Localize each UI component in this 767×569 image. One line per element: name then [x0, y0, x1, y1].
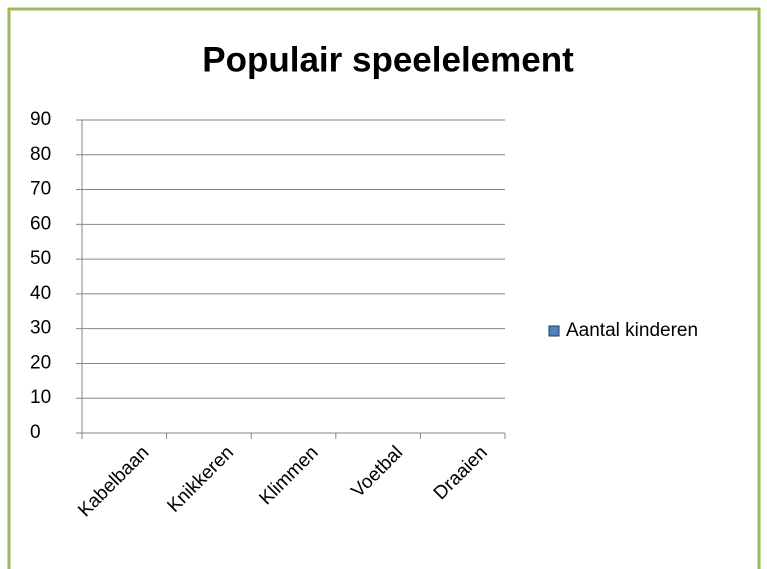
- y-tick-label: 50: [30, 248, 51, 269]
- y-tick-label: 0: [30, 422, 41, 443]
- chart-frame: [7, 7, 761, 569]
- y-tick-label: 30: [30, 318, 51, 339]
- chart-title: Populair speelelement: [202, 40, 574, 79]
- legend-label: Aantal kinderen: [566, 320, 698, 341]
- y-tick-label: 80: [30, 144, 51, 165]
- y-tick-label: 40: [30, 283, 51, 304]
- y-tick-label: 20: [30, 352, 51, 373]
- y-tick-label: 90: [30, 109, 51, 130]
- legend-swatch: [548, 325, 560, 337]
- y-tick-label: 60: [30, 213, 51, 234]
- y-tick-label: 10: [30, 387, 51, 408]
- y-tick-label: 70: [30, 179, 51, 200]
